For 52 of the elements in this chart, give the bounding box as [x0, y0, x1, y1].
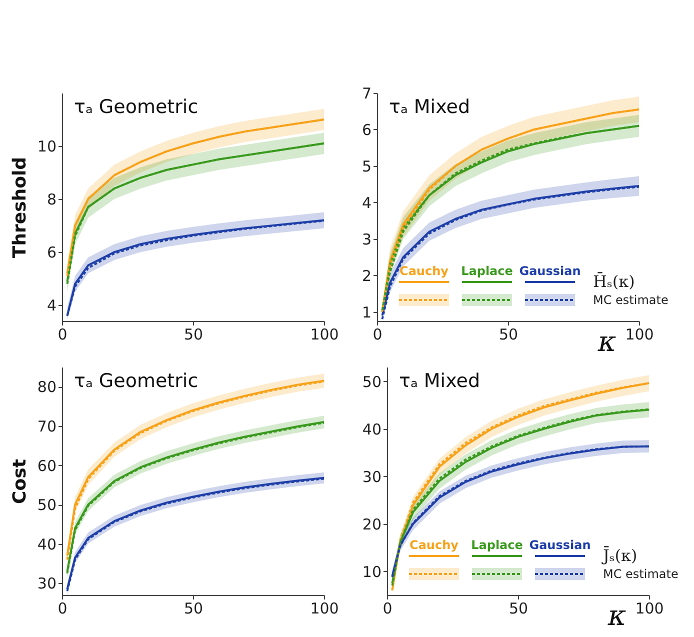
- x-tick-label: 0: [382, 600, 392, 618]
- y-tick-label: 8: [46, 190, 56, 209]
- annotation: H̄ₛ(κ): [593, 272, 635, 291]
- chart-title: τₐ Mixed: [389, 96, 470, 118]
- y-tick-label: 20: [362, 515, 382, 534]
- x-tick-label: 0: [372, 326, 382, 344]
- x-tick-label: 100: [635, 600, 664, 618]
- x-tick-label: 50: [184, 326, 204, 344]
- text: Laplace: [461, 264, 513, 278]
- y-tick-label: 70: [37, 417, 56, 436]
- y-tick-label: 3: [362, 230, 372, 248]
- y-tick-label: 4: [362, 194, 372, 212]
- y-tick-label: 40: [362, 420, 382, 438]
- y-tick-label: 2: [362, 266, 372, 285]
- text: Laplace: [471, 538, 523, 552]
- y-tick-label: 7: [362, 84, 372, 102]
- y-tick-label: 6: [362, 120, 372, 139]
- y-tick-label: 50: [362, 372, 382, 391]
- y-tick-label: 60: [37, 456, 56, 475]
- x-axis-title: κ: [596, 325, 616, 358]
- y-tick-label: 30: [37, 574, 56, 593]
- y-axis-title: Cost: [9, 458, 30, 504]
- y-axis-title: Threshold: [9, 156, 30, 258]
- x-tick-label: 100: [310, 326, 339, 344]
- chart-title: τₐ Geometric: [74, 370, 198, 392]
- x-tick-label: 50: [184, 600, 204, 618]
- y-tick-label: 1: [362, 303, 372, 322]
- x-tick-label: 100: [625, 326, 654, 344]
- x-tick-label: 50: [498, 326, 518, 344]
- y-tick-label: 5: [362, 157, 372, 176]
- x-tick-label: 50: [508, 600, 528, 618]
- chart-title: τₐ Geometric: [74, 96, 198, 118]
- y-tick-label: 80: [37, 378, 56, 396]
- y-tick-label: 10: [362, 562, 382, 581]
- x-axis-title: κ: [606, 599, 626, 632]
- y-tick-label: 6: [46, 244, 56, 262]
- x-tick-label: 0: [58, 600, 68, 618]
- text: Gaussian: [519, 264, 581, 278]
- chart-title: τₐ Mixed: [399, 370, 480, 392]
- annotation: J̄ₛ(κ): [601, 546, 638, 565]
- y-tick-label: 30: [362, 468, 382, 486]
- y-tick-label: 40: [37, 535, 56, 554]
- annotation: MC estimate: [593, 293, 668, 307]
- y-tick-label: 50: [37, 496, 56, 514]
- x-tick-label: 100: [310, 600, 339, 618]
- y-tick-label: 4: [46, 296, 56, 315]
- x-tick-label: 0: [58, 326, 68, 344]
- series-label: Cauchy: [400, 264, 449, 278]
- y-tick-label: 10: [37, 138, 56, 156]
- text: Gaussian: [529, 538, 591, 552]
- annotation: MC estimate: [603, 567, 678, 581]
- series-label: Cauchy: [410, 538, 459, 552]
